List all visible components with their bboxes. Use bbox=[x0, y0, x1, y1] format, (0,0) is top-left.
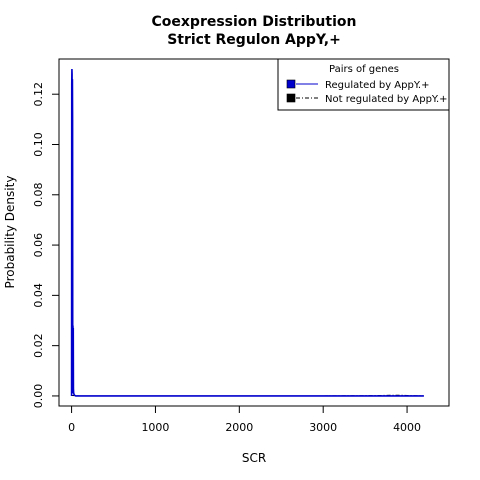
x-tick-label: 0 bbox=[68, 421, 75, 434]
legend-swatch-regulated bbox=[286, 79, 296, 89]
plot-frame bbox=[58, 58, 450, 407]
y-axis: 0.00 0.02 0.04 0.06 0.08 0.10 0.12 bbox=[32, 82, 60, 409]
y-tick-label: 0.00 bbox=[32, 384, 45, 409]
x-axis: 0 1000 2000 3000 4000 bbox=[68, 405, 421, 434]
y-tick-label: 0.04 bbox=[32, 283, 45, 308]
legend-entry-regulated: Regulated by AppY.+ bbox=[325, 80, 429, 91]
y-axis-label: Probability Density bbox=[3, 176, 17, 289]
y-tick-label: 0.08 bbox=[32, 183, 45, 208]
x-tick-label: 4000 bbox=[393, 421, 421, 434]
y-tick-label: 0.06 bbox=[32, 233, 45, 258]
x-tick-label: 3000 bbox=[309, 421, 337, 434]
series-layer bbox=[70, 69, 424, 397]
x-axis-label: SCR bbox=[242, 451, 266, 465]
legend-title: Pairs of genes bbox=[329, 64, 399, 75]
x-tick-label: 2000 bbox=[225, 421, 253, 434]
x-tick-label: 1000 bbox=[141, 421, 169, 434]
legend-entry-not-regulated: Not regulated by AppY.+ bbox=[325, 94, 448, 105]
series-line-regulated bbox=[70, 69, 424, 397]
y-tick-label: 0.02 bbox=[32, 333, 45, 358]
y-tick-label: 0.10 bbox=[32, 132, 45, 157]
legend-swatch-not-regulated bbox=[286, 93, 296, 103]
chart-subtitle: Strict Regulon AppY,+ bbox=[167, 32, 341, 48]
legend: Pairs of genes Regulated by AppY.+ Not r… bbox=[277, 58, 450, 111]
y-tick-label: 0.12 bbox=[32, 82, 45, 107]
chart-title: Coexpression Distribution bbox=[152, 14, 357, 30]
